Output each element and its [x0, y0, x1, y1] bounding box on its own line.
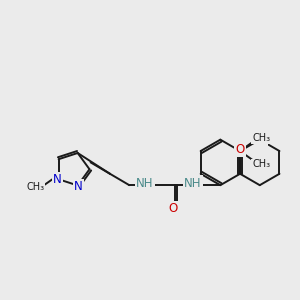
Text: N: N: [74, 180, 83, 193]
Text: N: N: [53, 173, 62, 186]
Text: NH: NH: [184, 177, 201, 190]
Text: CH₃: CH₃: [252, 133, 270, 142]
Text: CH₃: CH₃: [26, 182, 44, 192]
Text: O: O: [168, 202, 177, 215]
Text: NH: NH: [136, 177, 154, 190]
Text: CH₃: CH₃: [252, 160, 270, 170]
Text: O: O: [236, 143, 245, 156]
Text: O: O: [257, 134, 266, 147]
